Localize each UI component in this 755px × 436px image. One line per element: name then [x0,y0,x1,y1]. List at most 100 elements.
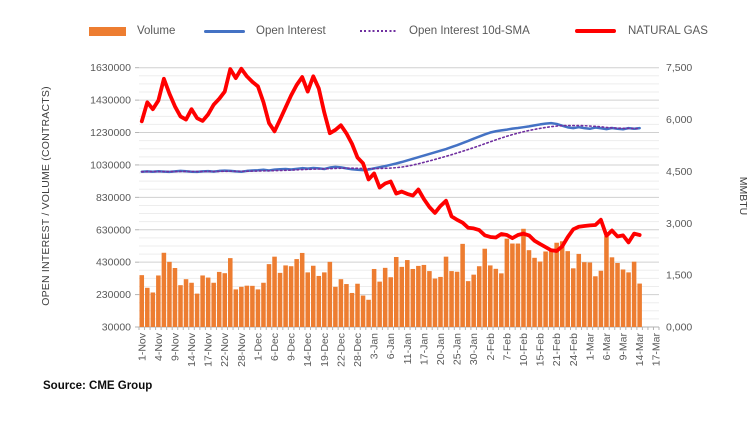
volume-bar [211,282,216,327]
volume-bar [167,261,172,327]
x-axis-label: 6-Mar [601,332,613,360]
volume-bar [515,243,521,327]
left-axis-label: 430000 [96,257,131,269]
x-axis-label: 22-Nov [219,332,231,367]
x-axis-label: 9-Mar [618,332,630,360]
volume-bar [593,276,598,327]
volume-bar [609,257,615,327]
left-axis-label: 630000 [96,224,131,236]
x-axis-label: 9-Nov [169,332,181,361]
volume-bar [537,261,543,327]
legend-item-natural-gas: NATURAL GAS [575,22,708,40]
volume-bar [150,292,156,327]
volume-bar [559,241,565,327]
volume-bar [416,265,421,327]
volume-bar [244,285,250,327]
volume-bar [294,259,299,327]
x-axis-label: 19-Dec [319,333,331,367]
natural-gas-swatch-icon [575,29,616,33]
right-axis-label: 1,500 [666,270,692,282]
volume-bar [194,293,200,327]
volume-bar [521,228,526,327]
volume-bar [382,267,388,327]
x-axis-label: 28-Nov [236,332,248,367]
volume-bar [266,264,272,327]
volume-bar [598,270,604,327]
volume-bar [200,275,205,327]
x-axis-label: 6-Jan [385,333,397,359]
left-axis-label: 1230000 [90,127,131,139]
x-axis-label: 15-Feb [535,333,547,366]
volume-bar [338,279,344,327]
volume-bar [482,248,488,327]
x-axis-label: 11-Jan [402,333,414,364]
x-axis-label: 3-Jan [369,333,381,359]
right-axis-label: 6,000 [666,114,692,126]
left-axis-label: 1030000 [90,159,131,171]
left-axis-label: 30000 [102,322,131,334]
volume-bar [493,268,499,327]
volume-bar [488,265,493,327]
volume-bar [432,278,438,327]
volume-bar [454,271,460,327]
volume-bar [250,285,255,327]
legend-item-open-interest: Open Interest [204,22,326,40]
left-axis-label: 830000 [96,192,131,204]
volume-bar [172,268,178,327]
volume-bar [460,243,465,327]
volume-bar [532,257,537,327]
volume-bar [183,279,189,327]
volume-bar [576,253,582,327]
chart-legend: Volume Open Interest Open Interest 10d-S… [0,22,755,40]
x-axis-label: 30-Jan [468,333,480,365]
volume-bar [333,286,338,327]
volume-bar [288,266,294,327]
x-axis-label: 9-Dec [286,333,298,361]
volume-bar [299,252,305,327]
volume-bar [510,243,515,327]
x-axis-label: 21-Feb [551,333,563,366]
volume-bar [178,285,183,327]
volume-bar [465,281,471,327]
x-axis-label: 22-Dec [335,333,347,367]
volume-bar [438,276,443,327]
volume-bar [570,268,576,327]
x-axis-label: 14-Nov [186,332,198,367]
volume-bar [349,292,355,327]
volume-bar [305,272,310,327]
x-axis-label: 4-Nov [153,332,165,361]
volume-bar [504,238,510,327]
volume-bar [631,261,637,327]
x-axis-label: 2-Feb [485,333,497,361]
x-axis-label: 7-Feb [501,333,513,361]
x-axis-label: 25-Jan [452,333,464,365]
volume-bar [427,271,432,327]
open-interest-sma-line [140,124,641,173]
open-interest-line [140,121,641,174]
volume-bar [344,284,349,327]
volume-bar [449,271,454,327]
volume-bar [255,289,261,327]
right-axis-label: 4,500 [666,166,692,178]
legend-label-open-interest-sma: Open Interest 10d-SMA [409,25,530,37]
volume-bar [366,299,371,327]
volume-bar [410,268,416,327]
source-note: Source: CME Group [43,380,153,392]
volume-bar [139,275,145,327]
volume-bar [233,289,239,327]
x-axis-label: 1-Nov [136,332,148,361]
left-axis-label: 1630000 [90,62,131,74]
x-axis-label: 17-Nov [203,332,215,367]
legend-label-natural-gas: NATURAL GAS [628,25,708,37]
volume-bar [405,260,410,327]
volume-bar [360,295,366,327]
x-axis-label: 28-Dec [352,333,364,367]
volume-bar [239,286,244,327]
volume-bar [327,261,333,327]
volume-bar [499,273,504,327]
volume-bar [310,265,316,327]
volume-bar [637,283,642,327]
right-axis-label: 3,000 [666,218,692,230]
